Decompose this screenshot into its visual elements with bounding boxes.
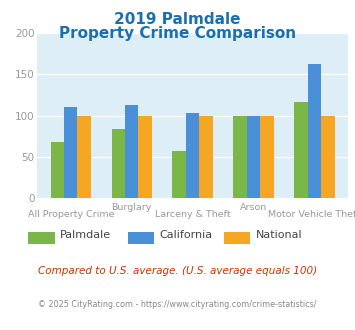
Bar <box>51 142 64 198</box>
Bar <box>199 115 213 198</box>
Bar <box>186 113 199 198</box>
Text: California: California <box>160 230 213 240</box>
Text: Property Crime Comparison: Property Crime Comparison <box>59 26 296 41</box>
Text: All Property Crime: All Property Crime <box>28 210 114 218</box>
Bar <box>125 105 138 198</box>
Text: Larceny & Theft: Larceny & Theft <box>155 210 230 218</box>
Text: Arson: Arson <box>240 203 267 212</box>
Text: Motor Vehicle Theft: Motor Vehicle Theft <box>268 210 355 218</box>
Bar <box>233 115 247 198</box>
Bar <box>308 63 321 198</box>
Bar <box>321 115 334 198</box>
Text: Burglary: Burglary <box>111 203 152 212</box>
Text: © 2025 CityRating.com - https://www.cityrating.com/crime-statistics/: © 2025 CityRating.com - https://www.city… <box>38 300 317 309</box>
Text: National: National <box>256 230 302 240</box>
Bar <box>247 115 260 198</box>
Text: Compared to U.S. average. (U.S. average equals 100): Compared to U.S. average. (U.S. average … <box>38 266 317 276</box>
Text: Palmdale: Palmdale <box>60 230 111 240</box>
Bar <box>173 151 186 198</box>
Text: 2019 Palmdale: 2019 Palmdale <box>114 12 241 26</box>
Bar <box>138 115 152 198</box>
Bar <box>111 129 125 198</box>
Bar <box>260 115 274 198</box>
Bar <box>294 102 308 198</box>
Bar <box>77 115 91 198</box>
Bar <box>64 107 77 198</box>
